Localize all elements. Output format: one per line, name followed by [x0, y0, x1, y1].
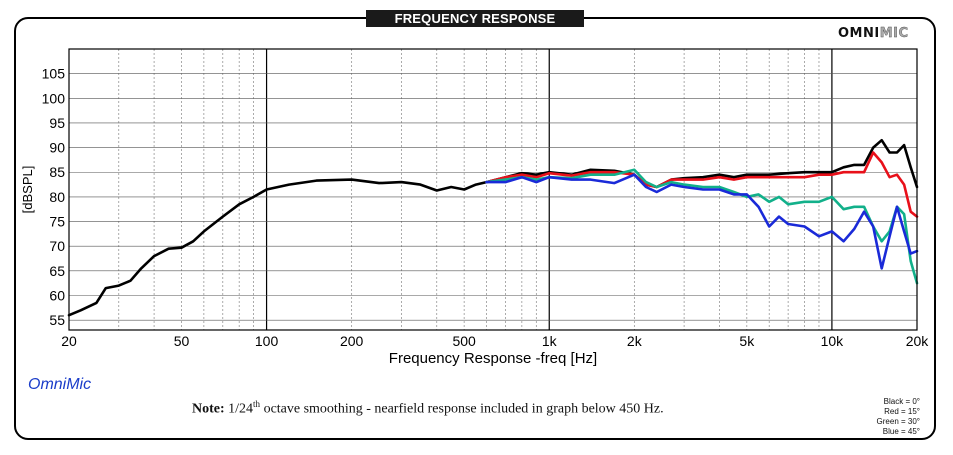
app-name: OmniMic [28, 376, 92, 393]
x-tick-label: 100 [255, 333, 279, 349]
series-line-red [485, 151, 919, 218]
x-tick-label: 500 [452, 333, 476, 349]
y-tick-label: 105 [42, 66, 66, 82]
x-tick-label: 2k [627, 333, 643, 349]
y-tick-label: 85 [49, 164, 65, 180]
legend-item-red: Red = 15° [884, 407, 920, 416]
x-tick-label: 50 [174, 333, 190, 349]
y-tick-label: 75 [49, 214, 65, 230]
legend-item-black: Black = 0° [883, 397, 920, 406]
y-axis-label: [dBSPL] [20, 166, 35, 214]
y-tick-label: 80 [49, 189, 65, 205]
y-tick-label: 55 [49, 312, 65, 328]
series-line-black [67, 138, 919, 317]
y-tick-label: 100 [42, 90, 66, 106]
x-tick-label: 20 [61, 333, 77, 349]
angle-legend: Black = 0° Red = 15° Green = 30° Blue = … [877, 397, 920, 437]
series-line-green [485, 168, 919, 285]
y-tick-label: 90 [49, 140, 65, 156]
chart-series [67, 138, 919, 317]
graph-title: FREQUENCY RESPONSE [366, 10, 584, 27]
y-tick-label: 95 [49, 115, 65, 131]
y-tick-label: 65 [49, 263, 65, 279]
x-axis-label: Frequency Response -freq [Hz] [389, 350, 597, 367]
x-tick-label: 10k [821, 333, 845, 349]
legend-item-green: Green = 30° [876, 417, 920, 426]
chart-grid [69, 49, 917, 330]
legend-item-blue: Blue = 45° [882, 427, 920, 436]
x-tick-label: 200 [340, 333, 364, 349]
x-tick-label: 5k [739, 333, 755, 349]
x-tick-label: 20k [906, 333, 930, 349]
smoothing-note: Note: 1/24th octave smoothing - nearfiel… [192, 399, 664, 417]
y-tick-label: 60 [49, 287, 65, 303]
chart-ticks: 55 60 65 70 75 80 85 90 95 100 105 20 50 100 200 500 1k 2… [42, 66, 930, 349]
plot-border [68, 48, 918, 331]
brand-logo: OMNIMIC [838, 26, 909, 41]
y-tick-label: 70 [49, 238, 65, 254]
x-tick-label: 1k [542, 333, 558, 349]
series-line-blue [485, 173, 919, 270]
